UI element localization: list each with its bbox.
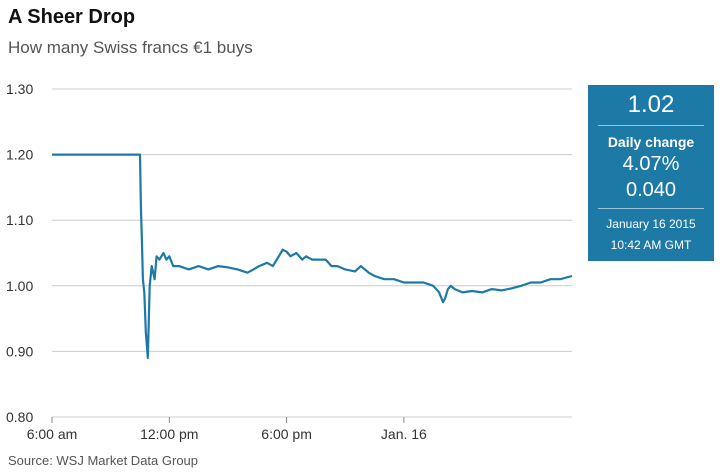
x-axis: 6:00 am 12:00 pm 6:00 pm Jan. 16 (27, 417, 427, 442)
chart-subtitle: How many Swiss francs €1 buys (8, 38, 253, 57)
panel-divider (598, 208, 704, 209)
series-line-eur-chf (52, 153, 573, 360)
panel-divider (598, 125, 704, 126)
info-panel: 1.02 Daily change 4.07% 0.040 January 16… (588, 85, 714, 261)
daily-change-percent: 4.07% (622, 153, 680, 175)
daily-change-label: Daily change (607, 134, 695, 150)
y-tick-label: 1.10 (6, 212, 33, 228)
y-tick-label: 1.30 (6, 81, 33, 97)
panel-date: January 16 2015 (606, 217, 696, 231)
daily-change-absolute: 0.040 (625, 179, 677, 201)
x-tick-label: Jan. 16 (381, 426, 427, 442)
y-axis: 1.30 1.20 1.10 1.00 0.90 0.80 (6, 81, 33, 425)
current-rate-value: 1.02 (627, 91, 675, 118)
chart-title: A Sheer Drop (8, 6, 136, 28)
source-note: Source: WSJ Market Data Group (8, 453, 199, 468)
grid-lines (52, 88, 572, 418)
panel-time: 10:42 AM GMT (610, 238, 692, 252)
y-tick-label: 1.20 (6, 147, 33, 163)
x-tick-label: 6:00 am (27, 426, 78, 442)
y-tick-label: 0.90 (6, 343, 33, 359)
y-tick-label: 1.00 (6, 278, 33, 294)
series-group (52, 153, 573, 360)
x-tick-label: 12:00 pm (140, 426, 198, 442)
x-tick-label: 6:00 pm (261, 426, 312, 442)
y-tick-label: 0.80 (6, 409, 33, 425)
